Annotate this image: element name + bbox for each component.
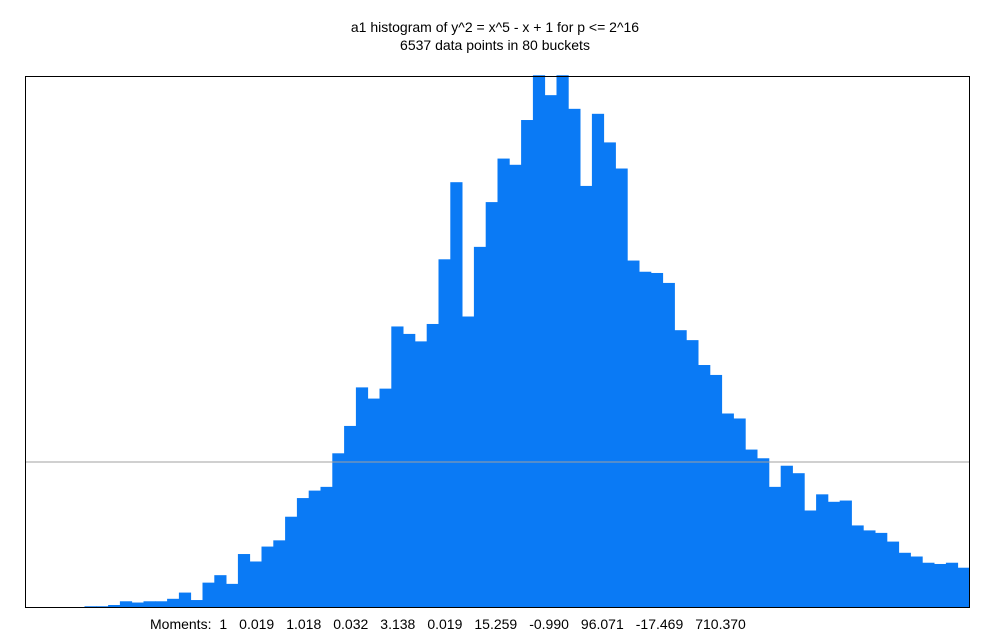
histogram-bar [414,341,428,608]
histogram-bar [922,562,935,608]
histogram-bar [792,473,805,608]
histogram-bar [237,554,251,608]
histogram-bar [816,494,829,608]
moments-label: Moments: [150,616,212,632]
moment-value: 3.138 [380,616,416,632]
histogram-bar [450,182,463,608]
moments-row: Moments: 1 0.019 1.018 0.032 3.138 0.019 15.25… [150,616,746,632]
histogram-bar [426,323,439,608]
histogram-bar [674,330,687,608]
histogram-bar [532,75,546,608]
histogram-bar [190,600,203,608]
histogram-bar [627,260,640,608]
histogram-bar [438,259,451,608]
histogram-bar [344,425,357,608]
histogram-bar [367,398,380,608]
histogram-bars [84,75,970,608]
histogram-bar [521,120,534,608]
histogram-bar [332,453,345,608]
histogram-bar [591,113,605,608]
histogram-bar [155,601,168,608]
histogram-bar [957,567,970,608]
histogram-bar [662,282,675,608]
moment-value: 96.071 [580,616,624,632]
histogram-bar [945,562,959,608]
histogram-bar [473,246,487,608]
histogram-bar [261,546,274,608]
histogram-bar [863,530,876,608]
histogram-bar [768,486,782,608]
histogram-bar [650,272,664,608]
moment-value: 0.019 [239,616,275,632]
histogram-bar [698,365,711,608]
chart-title: a1 histogram of y^2 = x^5 - x + 1 for p … [350,19,640,35]
histogram-bar [851,525,864,608]
histogram-bar [202,582,215,608]
moment-value: 0.032 [333,616,369,632]
histogram-bar [686,340,699,608]
histogram-bar [119,601,133,608]
histogram-bar [131,602,144,608]
histogram-bar [875,532,888,608]
plot-frame [25,76,970,608]
histogram-bar [355,387,369,608]
histogram-bar [839,500,852,608]
histogram-bar [721,413,734,608]
histogram-bar [285,516,298,608]
histogram-bar [910,556,923,608]
histogram-bar [544,95,557,608]
histogram-bar [580,185,593,608]
histogram-bar [379,388,392,608]
moment-value: 1.018 [286,616,322,632]
moment-value: 0.019 [427,616,463,632]
histogram-bar [214,575,227,608]
histogram-bar [615,168,628,608]
histogram-bar [249,561,262,608]
histogram-bar [485,202,498,608]
chart-title-block: a1 histogram of y^2 = x^5 - x + 1 for p … [0,18,990,54]
histogram-bar [757,458,770,608]
histogram-bar [509,164,522,608]
histogram-bar [639,271,652,608]
histogram-bar [143,601,156,608]
histogram-bar [497,158,510,608]
histogram-bar [108,605,121,608]
histogram-bar [308,490,321,608]
histogram-bar [273,540,286,608]
histogram-bar [568,108,581,608]
moment-value: 15.259 [474,616,518,632]
histogram-bar [556,75,569,608]
moment-value: -0.990 [529,616,569,632]
moments-values: 1 0.019 1.018 0.032 3.138 0.019 15.259 -0.990 96… [215,616,745,632]
histogram-bar [96,606,109,608]
histogram-bar [296,498,310,608]
chart-subtitle: 6537 data points in 80 buckets [400,37,590,53]
moment-value: -17.469 [635,616,684,632]
histogram-bar [804,510,817,608]
histogram-bar [827,501,841,608]
histogram-bar [898,552,911,608]
moment-value: 710.370 [695,616,746,632]
histogram-bar [226,583,239,608]
histogram-bar [886,541,900,608]
histogram-bar [167,598,180,608]
histogram-bar [391,326,404,608]
histogram-bar [178,592,192,608]
histogram-bar [603,142,616,608]
histogram-bar [733,418,746,608]
histogram-bar [84,606,97,608]
histogram-bar [934,563,947,608]
moment-value: 1 [219,616,228,632]
histogram-bar [320,486,333,608]
histogram-bar [745,449,758,608]
histogram-bar [780,465,793,608]
histogram-bar [403,333,416,608]
histogram-bar [709,374,723,608]
